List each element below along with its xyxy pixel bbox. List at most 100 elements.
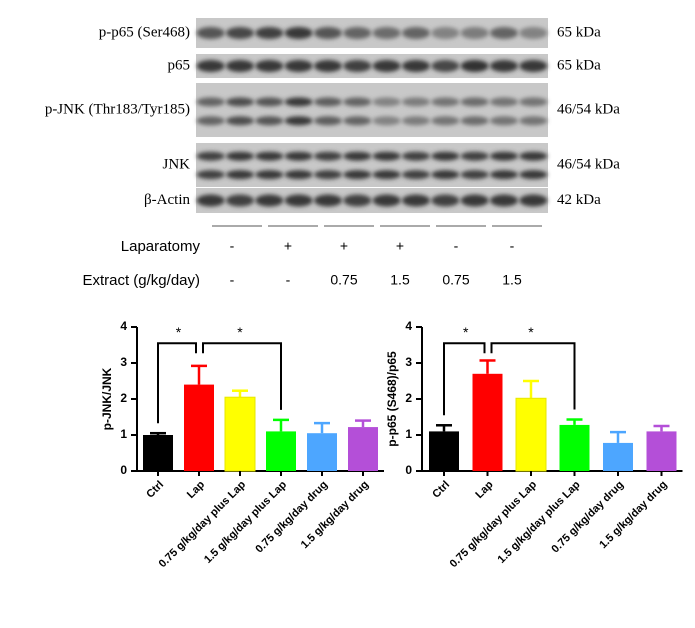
blot-band <box>284 151 313 161</box>
y-tick-label: 0 <box>405 463 412 477</box>
y-tick-label: 2 <box>405 391 412 405</box>
blot-band <box>460 27 489 39</box>
blot-band <box>343 27 372 39</box>
blot-band <box>489 116 519 126</box>
significance-label: * <box>463 324 469 340</box>
condition-value: - <box>286 272 291 288</box>
blot-band <box>225 97 255 107</box>
blot-row-label: p65 <box>168 57 191 73</box>
bar <box>515 397 547 472</box>
blot-band <box>431 194 460 207</box>
blot-band <box>519 170 548 180</box>
blot-band <box>372 60 401 72</box>
significance-label: * <box>176 324 182 340</box>
blot-band <box>196 27 225 39</box>
bar <box>307 433 337 471</box>
y-tick-label: 1 <box>120 427 127 441</box>
condition-value: - <box>230 272 235 288</box>
blot-band <box>225 194 255 207</box>
y-tick-label: 1 <box>405 427 412 441</box>
blot-band <box>460 194 489 207</box>
significance-bracket <box>443 342 486 416</box>
blot-band <box>284 97 313 107</box>
blot-strip <box>196 18 548 48</box>
blot-band <box>255 170 284 180</box>
blot-strip <box>196 143 548 187</box>
blot-band <box>284 194 313 207</box>
blot-band <box>519 27 548 39</box>
x-tick-label: Ctrl <box>430 479 452 501</box>
condition-value: + <box>396 238 404 254</box>
blot-band <box>401 27 431 39</box>
y-axis-label: p-JNK/JNK <box>100 367 114 430</box>
blot-band <box>343 97 372 107</box>
blot-band <box>489 170 519 180</box>
significance-label: * <box>528 324 534 340</box>
blot-band <box>343 151 372 161</box>
blot-row-label: p-JNK (Thr183/Tyr185) <box>45 101 190 117</box>
blot-band <box>284 170 313 180</box>
blot-band <box>225 170 255 180</box>
x-tick-label: 0.75 g/kg/day drug <box>549 479 626 556</box>
condition-value: 1.5 <box>390 272 410 288</box>
blot-band <box>255 97 284 107</box>
bar <box>184 384 214 471</box>
blot-band <box>372 27 401 39</box>
y-axis-label: p-p65 (S468)/p65 <box>385 351 399 447</box>
condition-value: - <box>230 238 235 254</box>
significance-bracket <box>157 342 197 424</box>
blot-strip <box>196 188 548 213</box>
blot-band <box>284 27 313 39</box>
blot-band <box>343 116 372 126</box>
x-tick-label: Lap <box>473 478 496 501</box>
blot-band <box>519 194 548 207</box>
bar <box>429 431 459 471</box>
blot-band <box>372 170 401 180</box>
blot-band <box>519 97 548 107</box>
significance-label: * <box>237 324 243 340</box>
blot-band <box>401 170 431 180</box>
blot-band <box>196 151 225 161</box>
blot-row-label: β-Actin <box>144 192 190 208</box>
blot-band <box>519 60 548 72</box>
blot-band <box>431 60 460 72</box>
blot-band <box>343 60 372 72</box>
y-tick-label: 3 <box>120 355 127 369</box>
blot-band <box>460 170 489 180</box>
blot-band <box>460 151 489 161</box>
condition-value: 0.75 <box>442 272 469 288</box>
blot-band <box>313 194 343 207</box>
condition-label: Laparatomy <box>121 238 201 255</box>
blot-band <box>196 170 225 180</box>
blot-band <box>196 116 225 126</box>
blot-band <box>431 27 460 39</box>
blot-row-label: JNK <box>162 156 190 172</box>
y-tick-label: 4 <box>120 319 127 333</box>
y-tick-label: 2 <box>120 391 127 405</box>
x-tick-label: Lap <box>185 478 208 501</box>
blot-band <box>255 194 284 207</box>
blot-band <box>401 60 431 72</box>
bar <box>603 442 633 471</box>
blot-band <box>489 151 519 161</box>
bar <box>266 431 296 471</box>
blot-band <box>313 116 343 126</box>
blot-size-label: 42 kDa <box>557 192 601 208</box>
significance-bracket <box>202 342 282 410</box>
blot-band <box>460 97 489 107</box>
blot-band <box>431 97 460 107</box>
blot-size-label: 65 kDa <box>557 57 601 73</box>
blot-band <box>313 170 343 180</box>
bar <box>348 427 378 471</box>
blot-band <box>519 116 548 126</box>
blot-band <box>401 151 431 161</box>
x-tick-label: 0.75 g/kg/day drug <box>253 479 330 556</box>
blot-band <box>489 97 519 107</box>
bar <box>472 373 503 471</box>
blot-band <box>313 60 343 72</box>
blot-size-label: 46/54 kDa <box>557 156 620 172</box>
x-tick-label: 0.75 g/kg/day plus Lap <box>448 478 540 570</box>
condition-value: 1.5 <box>502 272 522 288</box>
blot-band <box>460 116 489 126</box>
